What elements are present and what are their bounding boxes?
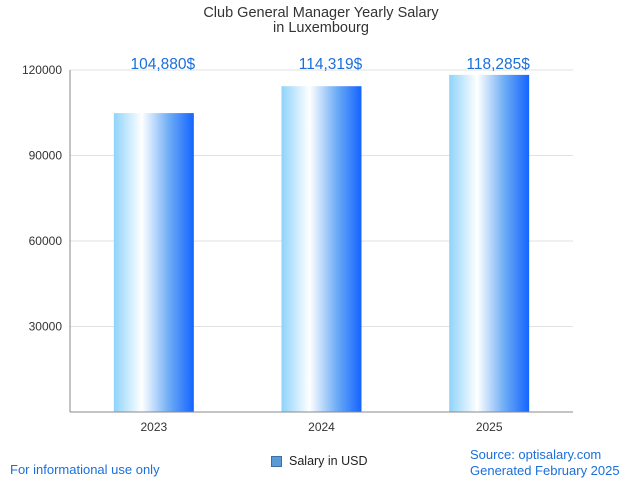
y-tick-label-0: 30000 — [29, 320, 63, 334]
data-label-2024: 114,319$ — [299, 56, 363, 73]
bar-2024 — [282, 86, 362, 412]
data-label-2025: 118,285$ — [466, 56, 530, 73]
x-tick-label-2023: 2023 — [140, 420, 167, 434]
bars — [114, 75, 529, 412]
chart-title-line-2: in Luxembourg — [273, 20, 369, 36]
bar-2023 — [114, 113, 194, 412]
source-block: Source: optisalary.com Generated Februar… — [470, 447, 620, 479]
data-label-2023: 104,880$ — [131, 56, 196, 73]
generated-text: Generated February 2025 — [470, 463, 620, 479]
y-tick-label-2: 90000 — [29, 149, 63, 163]
y-tick-label-1: 60000 — [29, 234, 63, 248]
x-tick-label-2025: 2025 — [476, 420, 503, 434]
source-text: Source: optisalary.com — [470, 447, 620, 463]
legend-label: Salary in USD — [289, 454, 368, 468]
legend-swatch-icon — [271, 456, 282, 467]
y-tick-label-3: 120000 — [22, 63, 62, 77]
chart-title-line-1: Club General Manager Yearly Salary — [203, 5, 439, 21]
x-tick-label-2024: 2024 — [308, 420, 335, 434]
bar-2025 — [449, 75, 529, 412]
legend: Salary in USD — [271, 454, 368, 468]
disclaimer-text: For informational use only — [10, 462, 160, 477]
